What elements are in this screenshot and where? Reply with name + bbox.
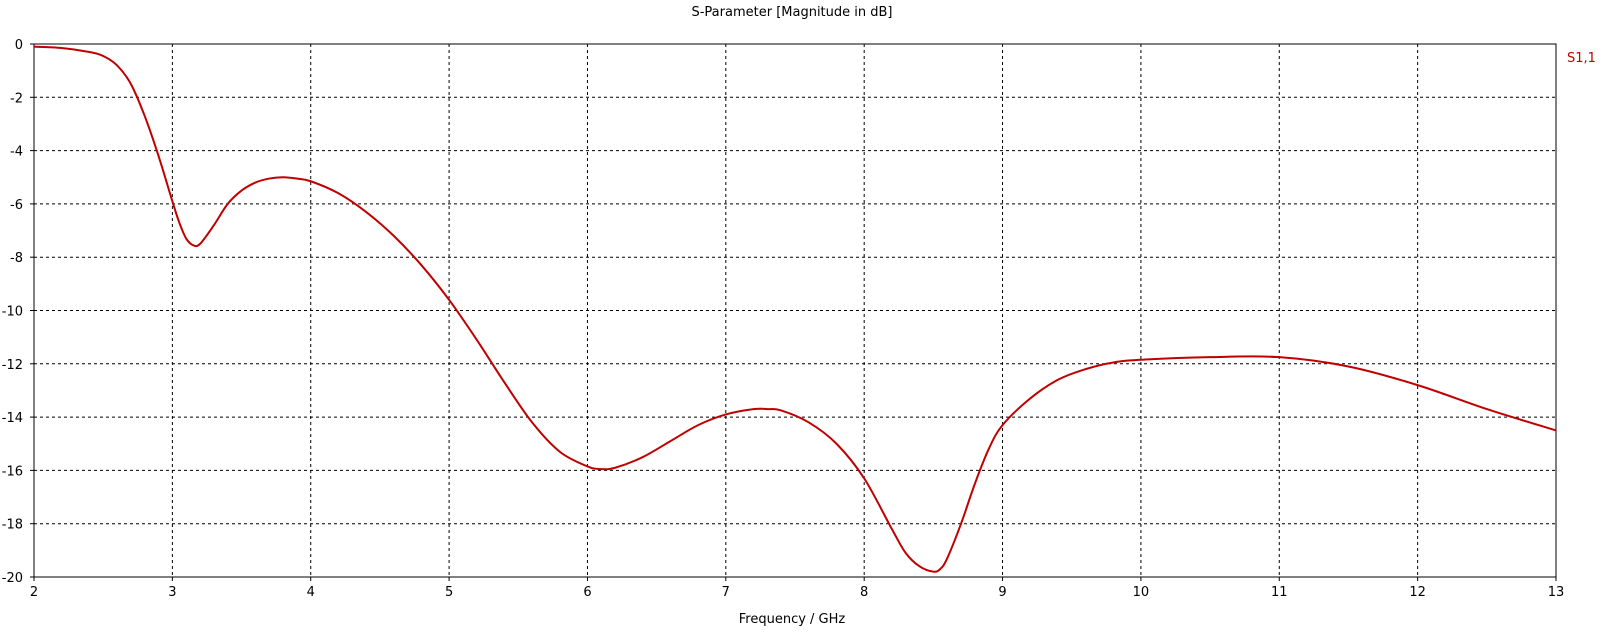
y-tick-label: -12 [2, 358, 23, 373]
y-tick-label: 0 [15, 38, 23, 53]
grid [34, 44, 1556, 577]
y-tick-label: -4 [10, 145, 23, 160]
y-tick-label: -14 [2, 411, 23, 426]
chart-title: S-Parameter [Magnitude in dB] [691, 5, 892, 20]
y-tick-label: -16 [2, 464, 23, 479]
x-tick-label: 4 [307, 585, 315, 600]
x-tick-label: 5 [445, 585, 453, 600]
x-axis-label: Frequency / GHz [739, 612, 846, 627]
y-tick-label: -20 [2, 571, 23, 586]
y-axis-ticks: 0 -2 -4 -6 -8 -10 -12 -14 -16 -18 -20 [2, 38, 34, 586]
x-tick-label: 3 [168, 585, 176, 600]
x-tick-label: 7 [722, 585, 730, 600]
x-tick-label: 6 [583, 585, 591, 600]
x-tick-label: 10 [1133, 585, 1150, 600]
x-tick-label: 8 [860, 585, 868, 600]
series-line-0 [33, 45, 1557, 573]
x-tick-label: 2 [30, 585, 38, 600]
y-tick-label: -6 [10, 198, 23, 213]
x-tick-label: 13 [1548, 585, 1565, 600]
x-axis-ticks: 2 3 4 5 6 7 8 9 10 11 12 13 [30, 577, 1564, 600]
y-tick-label: -18 [2, 518, 23, 533]
x-tick-label: 9 [998, 585, 1006, 600]
series-layer [33, 45, 1557, 573]
y-tick-label: -8 [10, 251, 23, 266]
legend-entry-s11: S1,1 [1567, 51, 1596, 66]
y-tick-label: -2 [10, 91, 23, 106]
x-tick-label: 11 [1271, 585, 1288, 600]
y-tick-label: -10 [2, 305, 23, 320]
x-tick-label: 12 [1409, 585, 1426, 600]
